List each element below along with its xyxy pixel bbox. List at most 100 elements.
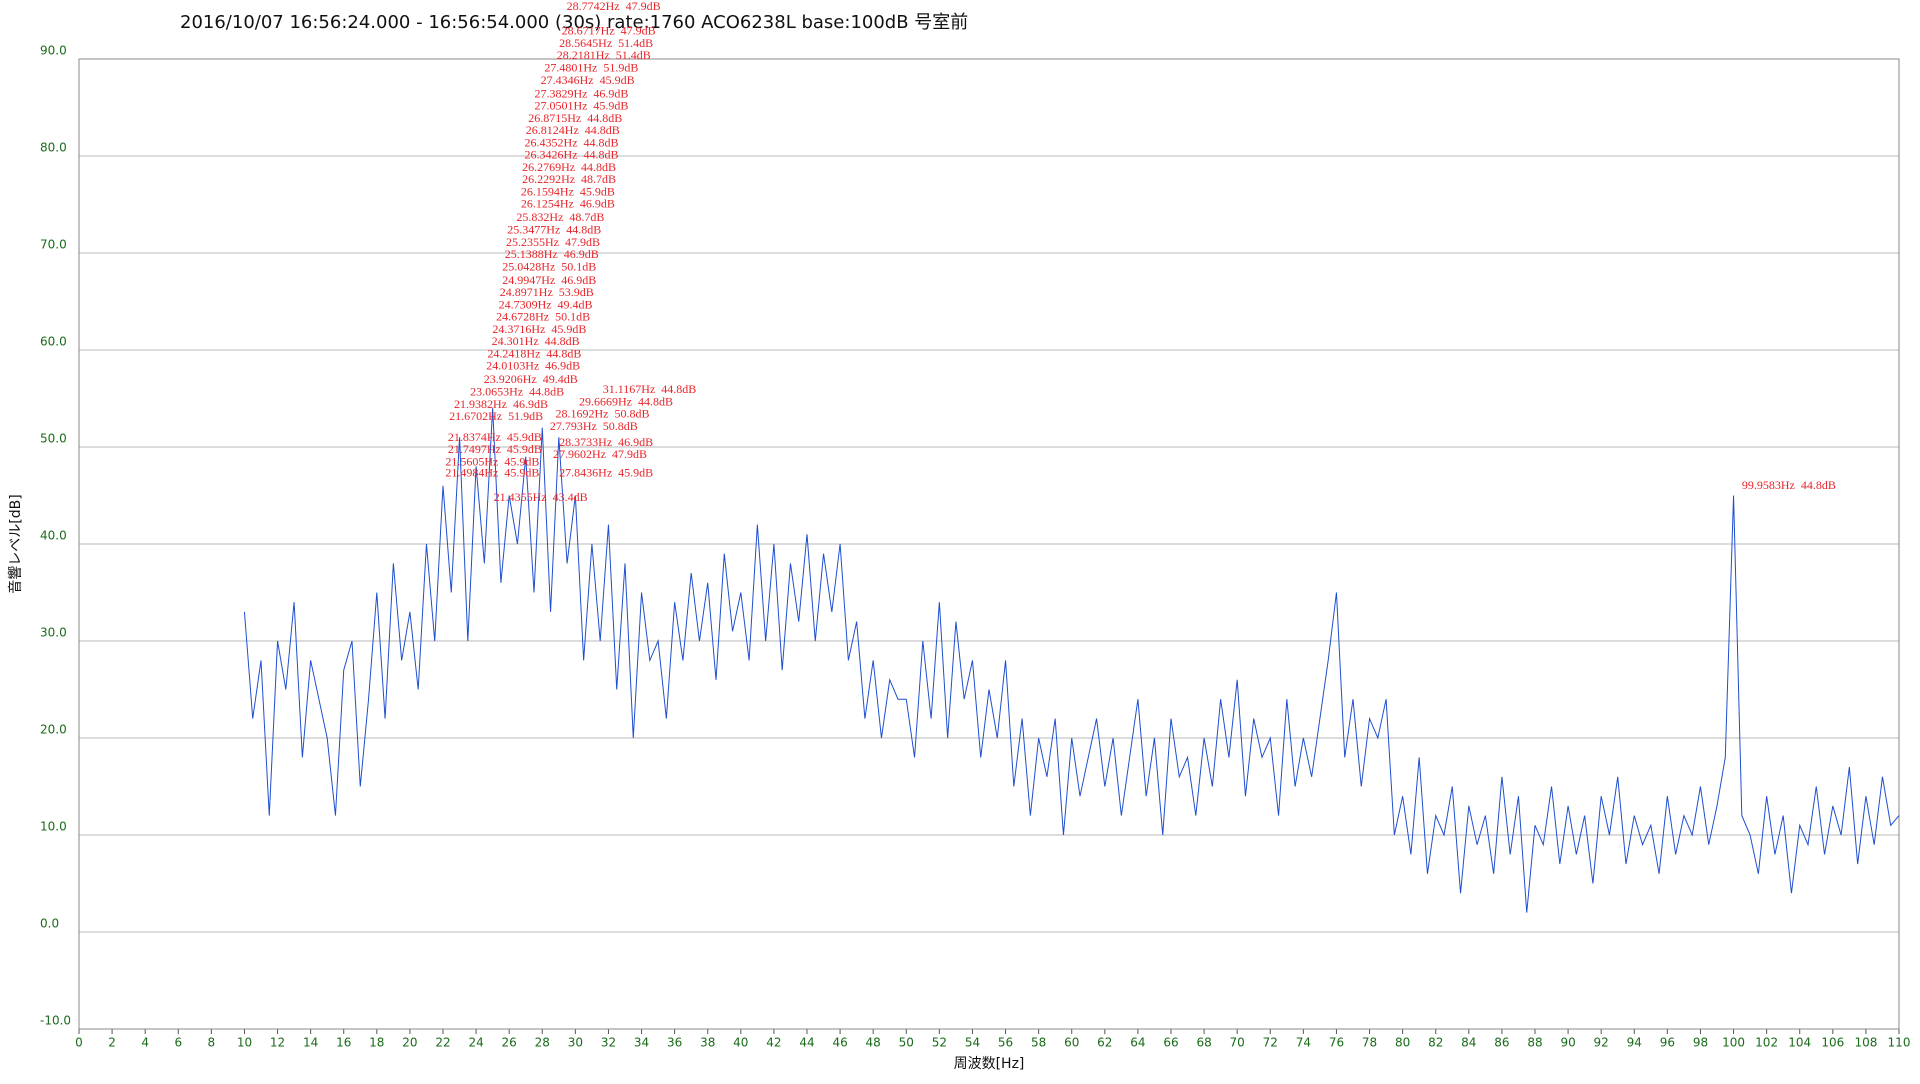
x-tick-label: 34 (634, 1036, 649, 1050)
y-tick-label: 30.0 (40, 626, 67, 640)
peak-annotation: 27.4801Hz 51.9dB (544, 60, 638, 74)
x-tick-label: 82 (1428, 1036, 1443, 1050)
x-tick-label: 44 (799, 1036, 814, 1050)
peak-annotation: 28.2181Hz 51.4dB (557, 48, 651, 62)
peak-annotation: 23.0653Hz 44.8dB (470, 384, 564, 398)
x-tick-label: 30 (568, 1036, 583, 1050)
y-tick-label: 20.0 (40, 723, 67, 737)
x-tick-label: 14 (303, 1036, 318, 1050)
x-tick-label: 90 (1560, 1036, 1575, 1050)
y-axis-label: 音響レベル[dB] (7, 494, 24, 593)
peak-annotation: 26.8715Hz 44.8dB (528, 111, 622, 125)
peak-annotation: 21.6702Hz 51.9dB (449, 409, 543, 423)
peak-annotation: 25.832Hz 48.7dB (516, 210, 604, 224)
peak-annotation: 31.1167Hz 44.8dB (603, 382, 697, 396)
y-tick-label: 90.0 (40, 44, 67, 58)
chart-title: 2016/10/07 16:56:24.000 - 16:56:54.000 (… (180, 12, 968, 33)
x-tick-label: 10 (237, 1036, 252, 1050)
peak-annotation: 24.2418Hz 44.8dB (487, 346, 581, 360)
x-tick-label: 32 (601, 1036, 616, 1050)
x-tick-label: 40 (733, 1036, 748, 1050)
peak-annotation: 25.3477Hz 44.8dB (507, 222, 601, 236)
y-tick-label: 40.0 (40, 529, 67, 543)
x-tick-label: 88 (1527, 1036, 1542, 1050)
peak-annotation: 24.7309Hz 49.4dB (499, 297, 593, 311)
peak-annotation: 21.4355Hz 43.4dB (494, 490, 588, 504)
x-tick-label: 92 (1594, 1036, 1609, 1050)
x-tick-label: 68 (1196, 1036, 1211, 1050)
y-tick-label: 0.0 (40, 917, 59, 931)
x-tick-label: 78 (1362, 1036, 1377, 1050)
x-tick-label: 26 (502, 1036, 517, 1050)
peak-annotation: 99.9583Hz 44.8dB (1742, 478, 1836, 492)
peak-annotation: 27.4346Hz 45.9dB (541, 73, 635, 87)
x-tick-label: 56 (998, 1036, 1013, 1050)
x-tick-label: 64 (1130, 1036, 1145, 1050)
peak-annotation: 23.9206Hz 49.4dB (484, 372, 578, 386)
peak-annotation: 26.1594Hz 45.9dB (521, 184, 615, 198)
y-tick-label: 70.0 (40, 238, 67, 252)
x-tick-label: 86 (1494, 1036, 1509, 1050)
peak-annotation: 28.7742Hz 47.9dB (567, 0, 661, 13)
peak-annotation: 29.6669Hz 44.8dB (579, 394, 673, 408)
x-tick-label: 16 (336, 1036, 351, 1050)
x-tick-label: 8 (208, 1036, 216, 1050)
x-tick-label: 12 (270, 1036, 285, 1050)
peak-annotation: 25.2355Hz 47.9dB (506, 235, 600, 249)
peak-annotation: 21.7497Hz 45.9dB (448, 442, 542, 456)
x-tick-label: 72 (1263, 1036, 1278, 1050)
peak-annotation: 26.2769Hz 44.8dB (522, 160, 616, 174)
peak-annotation: 21.9382Hz 46.9dB (454, 397, 548, 411)
x-tick-label: 20 (402, 1036, 417, 1050)
peak-annotation: 26.2292Hz 48.7dB (522, 172, 616, 186)
peak-annotation: 28.5645Hz 51.4dB (559, 36, 653, 50)
peak-annotation: 26.3426Hz 44.8dB (525, 148, 619, 162)
x-tick-label: 58 (1031, 1036, 1046, 1050)
x-tick-label: 74 (1296, 1036, 1311, 1050)
x-tick-label: 18 (369, 1036, 384, 1050)
x-tick-label: 108 (1854, 1036, 1877, 1050)
peak-annotation: 26.4352Hz 44.8dB (525, 135, 619, 149)
peak-annotation: 28.6717Hz 47.9dB (562, 24, 656, 38)
x-tick-label: 84 (1461, 1036, 1476, 1050)
x-tick-label: 2 (108, 1036, 116, 1050)
x-tick-label: 66 (1163, 1036, 1178, 1050)
peak-annotation: 28.1692Hz 50.8dB (555, 407, 649, 421)
peak-annotation: 27.3829Hz 46.9dB (534, 86, 628, 100)
x-tick-label: 24 (468, 1036, 483, 1050)
y-tick-label: -10.0 (40, 1014, 71, 1028)
peak-annotation: 27.8436Hz 45.9dB (559, 465, 653, 479)
peak-annotation: 24.0103Hz 46.9dB (486, 359, 580, 373)
x-tick-label: 54 (965, 1036, 980, 1050)
peak-annotation: 24.301Hz 44.8dB (492, 334, 580, 348)
x-tick-label: 106 (1821, 1036, 1844, 1050)
x-tick-label: 98 (1693, 1036, 1708, 1050)
x-tick-label: 42 (766, 1036, 781, 1050)
x-tick-label: 100 (1722, 1036, 1745, 1050)
y-tick-label: 80.0 (40, 141, 67, 155)
x-tick-label: 76 (1329, 1036, 1344, 1050)
x-tick-label: 6 (174, 1036, 182, 1050)
y-tick-label: 10.0 (40, 820, 67, 834)
x-tick-label: 52 (932, 1036, 947, 1050)
peak-annotation: 26.1254Hz 46.9dB (521, 197, 615, 211)
peak-annotation: 24.6728Hz 50.1dB (496, 310, 590, 324)
x-tick-label: 62 (1097, 1036, 1112, 1050)
x-tick-label: 50 (899, 1036, 914, 1050)
peak-annotation: 27.9602Hz 47.9dB (553, 447, 647, 461)
y-tick-label: 50.0 (40, 432, 67, 446)
x-tick-label: 110 (1888, 1036, 1911, 1050)
peak-annotation: 26.8124Hz 44.8dB (526, 123, 620, 137)
x-tick-label: 48 (866, 1036, 881, 1050)
x-tick-label: 28 (535, 1036, 550, 1050)
peak-annotation: 27.0501Hz 45.9dB (534, 99, 628, 113)
x-tick-label: 0 (75, 1036, 83, 1050)
peak-annotation: 28.3733Hz 46.9dB (559, 435, 653, 449)
x-tick-label: 38 (700, 1036, 715, 1050)
peak-annotation: 24.3716Hz 45.9dB (492, 322, 586, 336)
x-tick-label: 96 (1660, 1036, 1675, 1050)
x-axis-label: 周波数[Hz] (954, 1056, 1025, 1072)
x-tick-label: 4 (141, 1036, 149, 1050)
